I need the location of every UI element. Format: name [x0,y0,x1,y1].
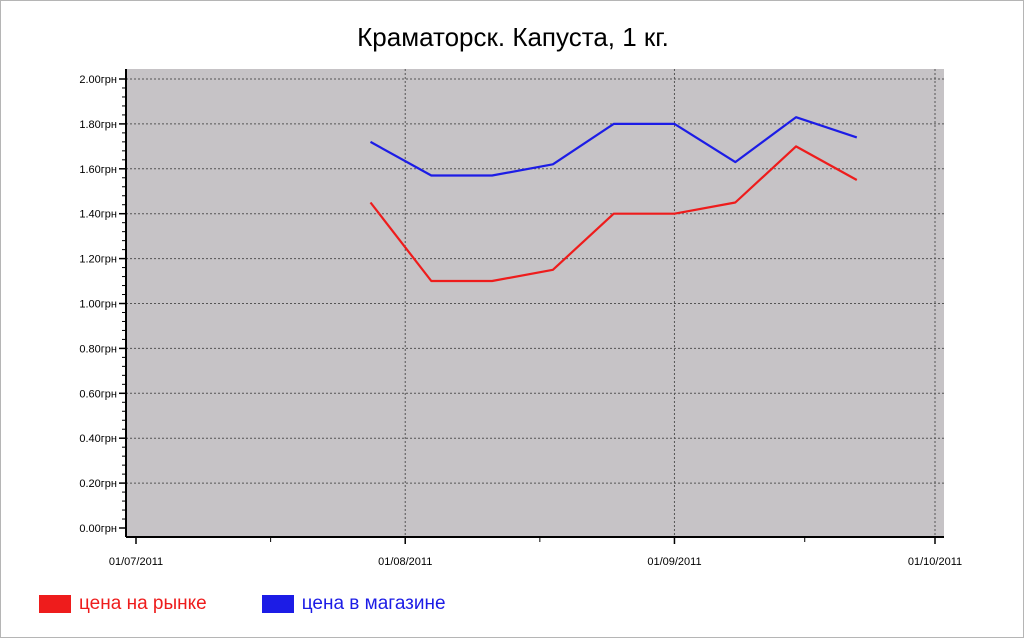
y-tick-label: 0.00грн [79,523,117,535]
x-tick-label: 01/10/2011 [908,556,962,568]
chart-title: Краматорск. Капуста, 1 кг. [357,22,669,52]
series-line-market [369,145,858,283]
y-tick-label: 1.20грн [79,254,117,266]
y-tick-label: 1.80грн [79,119,117,131]
y-tick-label: 0.20грн [79,478,117,490]
series-line-store [369,116,858,177]
y-tick-label: 0.60грн [79,388,117,400]
legend-item-market: цена на рынке [39,593,207,615]
legend-label-market: цена на рынке [79,593,207,614]
y-tick-label: 1.40грн [79,209,117,221]
y-tick-label: 0.80грн [79,343,117,355]
legend-item-store: цена в магазине [261,593,446,615]
x-tick-label: 01/09/2011 [647,556,701,568]
legend-swatch-store [261,595,294,613]
x-tick-label: 01/07/2011 [109,556,163,568]
legend-label-store: цена в магазине [301,593,446,614]
legend-swatch-market [39,595,71,613]
y-tick-label: 0.40грн [79,433,117,445]
y-tick-label: 1.60грн [79,164,117,176]
x-tick-label: 01/08/2011 [378,556,432,568]
grid-lines [126,69,944,537]
legend: цена на рынке цена в магазине [39,593,501,615]
series-lines [369,116,858,283]
axes: 0.00грн 0.20грн 0.40грн 0.60грн 0.80грн 1.00г… [79,69,962,568]
y-tick-label: 2.00грн [79,74,117,86]
y-tick-label: 1.00грн [79,299,117,311]
